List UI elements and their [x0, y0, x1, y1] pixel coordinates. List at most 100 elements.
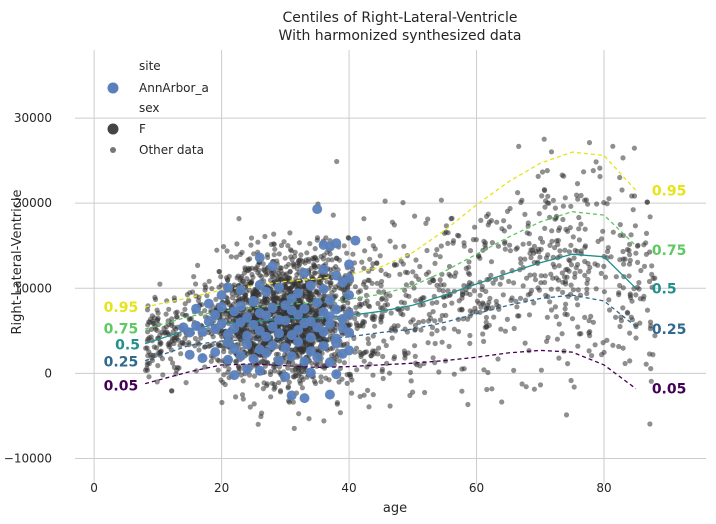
other-data-point [478, 217, 484, 223]
other-data-point [445, 288, 451, 294]
other-data-point [559, 331, 565, 337]
other-data-point [641, 263, 648, 269]
tick-layer: 0 20 40 60 80 −10000 0 10000 20000 30000 [4, 111, 612, 495]
other-data-point [403, 282, 409, 288]
other-data-point [379, 368, 385, 375]
other-data-point [568, 282, 574, 288]
site-data-point [324, 319, 335, 329]
other-data-point [336, 257, 342, 263]
site-data-point [293, 288, 304, 299]
other-data-point [384, 302, 391, 308]
other-data-point [430, 309, 436, 315]
other-data-point [646, 351, 653, 357]
other-data-point [226, 366, 232, 372]
other-data-point [637, 320, 643, 326]
other-data-point [151, 344, 157, 350]
other-data-point [443, 223, 449, 229]
other-data-point [517, 256, 524, 262]
other-data-point [218, 331, 224, 337]
other-data-point [572, 274, 578, 280]
other-data-point [283, 284, 289, 290]
other-data-point [325, 257, 331, 263]
other-data-point [225, 277, 231, 283]
x-tick-label: 20 [214, 481, 229, 495]
other-data-point [389, 325, 395, 331]
other-data-point [514, 304, 520, 310]
other-data-point [542, 273, 548, 279]
other-data-point [482, 324, 488, 330]
other-data-point [434, 328, 440, 334]
other-data-point [620, 345, 626, 351]
other-data-point [251, 373, 258, 379]
other-data-point [263, 300, 270, 306]
other-data-point [510, 280, 517, 286]
other-data-point [268, 394, 274, 400]
other-data-point [412, 343, 418, 349]
other-data-point [477, 309, 483, 315]
other-data-point [472, 305, 478, 311]
site-data-point [286, 351, 297, 362]
other-data-point [233, 394, 239, 400]
other-data-point [154, 317, 160, 323]
other-data-point [485, 369, 491, 376]
other-data-layer [142, 136, 658, 431]
other-data-point [173, 310, 179, 316]
other-data-point [257, 291, 263, 298]
other-data-point [357, 288, 363, 294]
other-data-point [318, 379, 324, 385]
other-data-point [285, 361, 292, 367]
other-data-point [647, 214, 653, 220]
other-data-point [283, 264, 289, 270]
site-data-point [299, 356, 310, 367]
other-data-point [239, 392, 246, 398]
other-data-point [595, 238, 601, 244]
other-data-point [643, 361, 649, 367]
other-data-point [220, 379, 226, 385]
x-tick-label: 40 [341, 481, 356, 495]
other-data-point [548, 307, 555, 313]
other-data-point [391, 354, 398, 360]
other-data-point [271, 252, 277, 258]
site-data-point [248, 319, 259, 330]
x-tick-label: 0 [90, 481, 98, 495]
other-data-point [455, 329, 462, 335]
other-data-point [169, 316, 175, 322]
other-data-point [586, 269, 592, 275]
site-data-point [210, 347, 221, 358]
other-data-point [528, 255, 534, 261]
other-data-point [295, 282, 301, 288]
other-data-point [578, 221, 584, 227]
grid-layer [75, 50, 706, 484]
other-data-point [387, 403, 393, 409]
other-data-point [646, 278, 653, 285]
other-data-point [568, 262, 575, 268]
site-data-point [293, 309, 304, 320]
other-data-point [285, 243, 291, 249]
other-data-point [445, 240, 451, 246]
other-data-point [627, 241, 633, 247]
site-data-point [267, 321, 278, 332]
other-data-point [562, 195, 568, 201]
legend-entry-label: AnnArbor_a [139, 81, 209, 95]
other-data-point [586, 348, 592, 354]
other-data-point [552, 205, 559, 211]
other-data-point [618, 318, 625, 324]
other-data-point [251, 315, 257, 321]
other-data-point [620, 305, 626, 311]
other-data-point [193, 281, 199, 287]
other-data-point [562, 306, 568, 312]
other-data-point [167, 342, 173, 348]
other-data-point [601, 289, 608, 295]
other-data-point [631, 145, 638, 151]
other-data-point [499, 399, 505, 405]
other-data-point [515, 190, 521, 196]
x-tick-label: 80 [596, 481, 611, 495]
other-data-point [588, 313, 594, 319]
other-data-point [542, 225, 548, 231]
other-data-point [237, 277, 243, 283]
other-data-point [208, 358, 214, 364]
other-data-point [501, 228, 507, 234]
site-data-point [261, 331, 272, 342]
other-data-point [473, 237, 479, 243]
other-data-point [281, 293, 287, 299]
